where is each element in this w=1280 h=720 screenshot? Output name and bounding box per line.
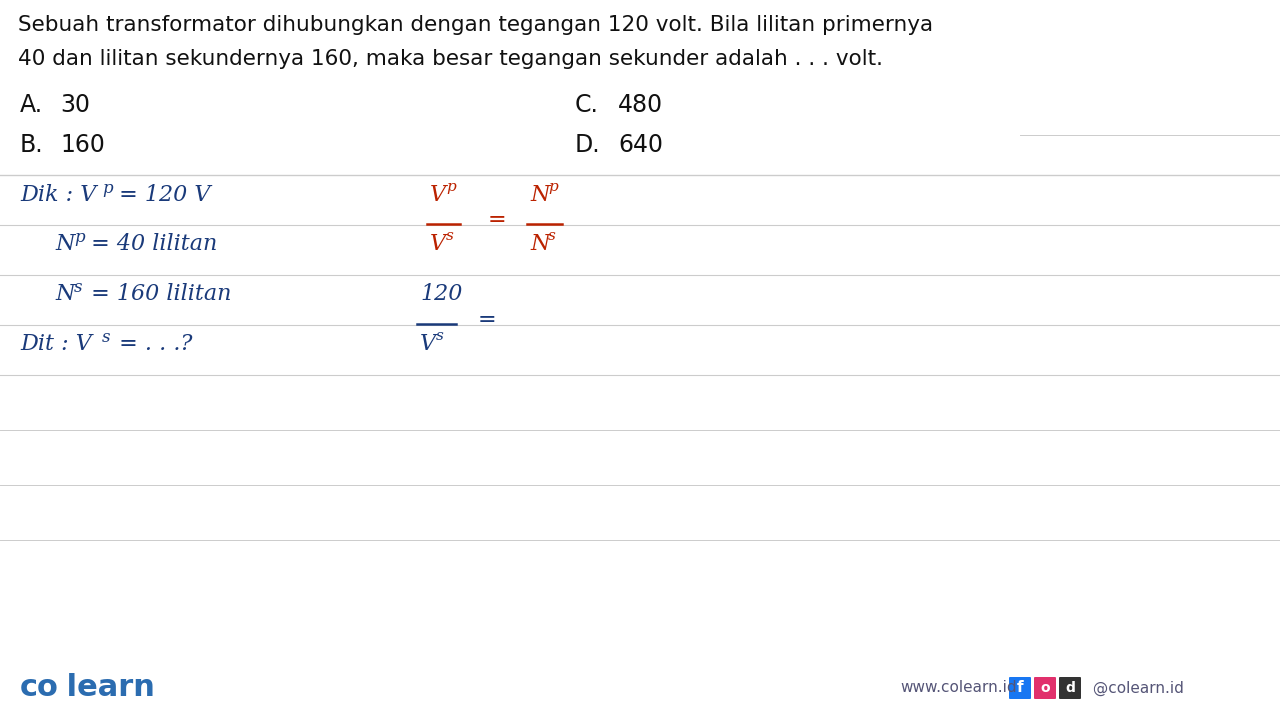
- Text: V: V: [420, 333, 436, 355]
- Text: p: p: [548, 180, 558, 194]
- FancyBboxPatch shape: [1009, 677, 1030, 699]
- Text: www.colearn.id: www.colearn.id: [900, 680, 1016, 696]
- Text: 30: 30: [60, 93, 90, 117]
- Text: s: s: [102, 329, 110, 346]
- Text: s: s: [436, 329, 444, 343]
- Text: p: p: [445, 180, 456, 194]
- Text: 640: 640: [618, 133, 663, 157]
- Text: N: N: [55, 233, 74, 255]
- Text: N: N: [530, 233, 549, 255]
- Text: Dit : V: Dit : V: [20, 333, 92, 355]
- Text: C.: C.: [575, 93, 599, 117]
- Text: 160: 160: [60, 133, 105, 157]
- Text: 480: 480: [618, 93, 663, 117]
- Text: = 160 lilitan: = 160 lilitan: [84, 283, 232, 305]
- Text: s: s: [445, 229, 454, 243]
- Text: co: co: [20, 673, 59, 703]
- Text: @colearn.id: @colearn.id: [1088, 680, 1184, 696]
- Text: p: p: [74, 229, 84, 246]
- Text: N: N: [55, 283, 74, 305]
- Text: learn: learn: [56, 673, 155, 703]
- Text: = . . .?: = . . .?: [113, 333, 192, 355]
- Text: Dik : V: Dik : V: [20, 184, 96, 206]
- Text: p: p: [102, 180, 113, 197]
- Text: B.: B.: [20, 133, 44, 157]
- Text: V: V: [430, 233, 447, 255]
- Text: s: s: [74, 279, 82, 296]
- Text: 40 dan lilitan sekundernya 160, maka besar tegangan sekunder adalah . . . volt.: 40 dan lilitan sekundernya 160, maka bes…: [18, 49, 883, 69]
- Text: D.: D.: [575, 133, 600, 157]
- Text: A.: A.: [20, 93, 44, 117]
- Text: V: V: [430, 184, 447, 206]
- Text: =: =: [477, 309, 497, 331]
- Text: d: d: [1065, 681, 1075, 695]
- Text: N: N: [530, 184, 549, 206]
- Text: =: =: [488, 209, 507, 231]
- FancyBboxPatch shape: [1034, 677, 1056, 699]
- Text: = 40 lilitan: = 40 lilitan: [84, 233, 218, 255]
- Text: 120: 120: [420, 283, 462, 305]
- Text: s: s: [548, 229, 556, 243]
- FancyBboxPatch shape: [1059, 677, 1082, 699]
- Text: = 120 V: = 120 V: [113, 184, 210, 206]
- Text: f: f: [1016, 680, 1023, 696]
- Text: Sebuah transformator dihubungkan dengan tegangan 120 volt. Bila lilitan primerny: Sebuah transformator dihubungkan dengan …: [18, 15, 933, 35]
- Text: o: o: [1041, 681, 1050, 695]
